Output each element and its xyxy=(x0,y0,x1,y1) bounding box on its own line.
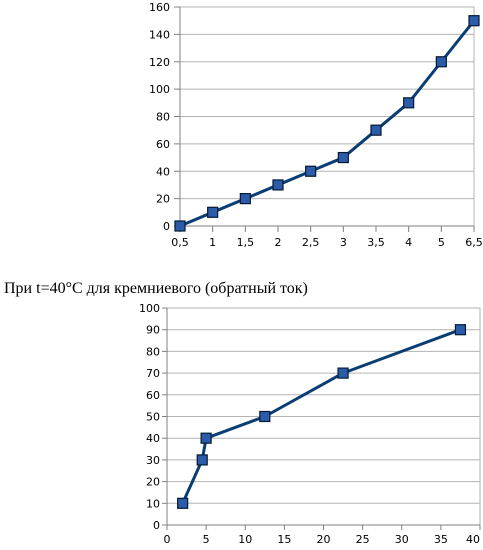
data-point xyxy=(272,179,284,191)
data-point xyxy=(207,206,219,218)
x-tick-label: 10 xyxy=(238,533,252,546)
y-tick-label: 60 xyxy=(156,138,170,151)
x-tick-label: 15 xyxy=(277,533,291,546)
y-tick-label: 160 xyxy=(149,1,170,14)
x-tick-label: 3 xyxy=(340,236,347,249)
data-point xyxy=(435,56,447,68)
x-tick-label: 35 xyxy=(434,533,448,546)
data-point xyxy=(468,15,480,27)
y-tick-label: 30 xyxy=(146,454,160,467)
y-tick-label: 20 xyxy=(156,193,170,206)
x-tick-label: 2,5 xyxy=(302,236,320,249)
forward-current-chart: 0 20 40 60 80 100 120 140 160 0,5 1 1,5 2 2,5 3 3,5 4 5 6,… xyxy=(149,1,483,249)
x-tick-label: 0,5 xyxy=(171,236,189,249)
x-tick-label: 5 xyxy=(438,236,445,249)
data-point xyxy=(174,220,186,232)
data-point xyxy=(454,324,467,336)
x-tick-label: 1 xyxy=(209,236,216,249)
chart-caption: При t=40°C для кремниевого (обратный ток… xyxy=(4,280,308,297)
data-point xyxy=(239,193,251,205)
x-tick-label: 4 xyxy=(405,236,412,249)
data-point xyxy=(196,454,208,466)
data-point xyxy=(259,410,271,423)
y-tick-label: 50 xyxy=(146,411,160,424)
series-line xyxy=(179,19,476,228)
y-tick-label: 40 xyxy=(146,432,160,445)
y-tick-label: 80 xyxy=(156,111,170,124)
y-tick-label: 120 xyxy=(149,56,170,69)
data-point xyxy=(370,124,382,136)
y-tick-label: 60 xyxy=(146,389,160,402)
y-tick-label: 100 xyxy=(139,302,160,315)
y-tick-label: 70 xyxy=(146,367,160,380)
y-tick-label: 0 xyxy=(153,519,160,532)
x-tick-label: 3,5 xyxy=(367,236,385,249)
x-tick-label: 5 xyxy=(203,533,210,546)
y-tick-label: 20 xyxy=(146,476,160,489)
x-tick-label: 40 xyxy=(466,533,480,546)
x-tick-label: 2 xyxy=(275,236,282,249)
data-point xyxy=(177,497,189,509)
data-point xyxy=(337,151,349,164)
x-tick-label: 25 xyxy=(356,533,370,546)
y-tick-label: 100 xyxy=(149,83,170,96)
x-tick-label: 0 xyxy=(164,533,171,546)
y-tick-label: 90 xyxy=(146,324,160,337)
x-tick-label: 20 xyxy=(317,533,331,546)
data-point xyxy=(403,97,415,109)
y-tick-label: 140 xyxy=(149,28,170,41)
data-point xyxy=(337,367,349,379)
data-point xyxy=(200,432,212,444)
x-tick-label: 6,5 xyxy=(465,236,483,249)
y-tick-label: 10 xyxy=(146,497,160,510)
y-tick-label: 0 xyxy=(163,220,170,233)
y-tick-label: 40 xyxy=(156,165,170,178)
x-tick-label: 1,5 xyxy=(237,236,255,249)
x-tick-label: 30 xyxy=(395,533,409,546)
y-tick-label: 80 xyxy=(146,345,160,358)
data-point xyxy=(305,165,317,177)
series-line xyxy=(181,328,461,504)
reverse-current-chart: 0 10 20 30 40 50 60 70 80 90 100 0 5 10 15 20 25 30 35 40 xyxy=(139,302,481,546)
